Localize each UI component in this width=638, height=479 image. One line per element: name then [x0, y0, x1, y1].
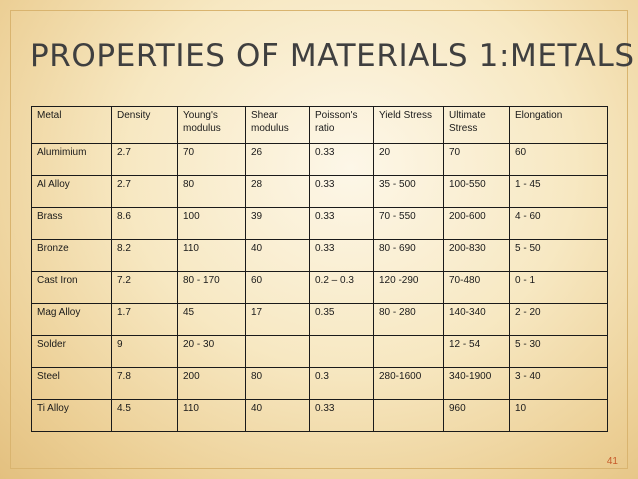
table-cell: 20 - 30 [177, 335, 246, 368]
table-cell: 80 [177, 175, 246, 208]
table-cell: 8.6 [111, 207, 178, 240]
metal-name-cell: Mag Alloy [31, 303, 112, 336]
table-cell [309, 335, 374, 368]
table-cell: 0.33 [309, 207, 374, 240]
table-cell: 140-340 [443, 303, 510, 336]
column-header: Elongation [509, 106, 608, 144]
table-cell: 80 - 170 [177, 271, 246, 304]
table-cell: 7.8 [111, 367, 178, 400]
properties-table-container: Metal Density Young's modulus Shear modulus… [31, 106, 608, 432]
table-cell: 1 - 45 [509, 175, 608, 208]
table-cell: 200-830 [443, 239, 510, 272]
table-cell: 70 - 550 [373, 207, 444, 240]
table-cell: 0 - 1 [509, 271, 608, 304]
metal-name-cell: Al Alloy [31, 175, 112, 208]
column-header: Density [111, 106, 178, 144]
table-cell: 40 [245, 239, 310, 272]
table-header-row: Metal Density Young's modulus Shear modulus… [31, 106, 608, 144]
table-cell: 110 [177, 239, 246, 272]
table-row: Solder 9 20 - 30 12 - 54 5 - 30 [31, 335, 608, 368]
table-cell: 1.7 [111, 303, 178, 336]
metal-name-cell: Ti Alloy [31, 399, 112, 432]
table-cell: 100 [177, 207, 246, 240]
table-cell: 0.33 [309, 143, 374, 176]
table-cell: 35 - 500 [373, 175, 444, 208]
table-cell: 280-1600 [373, 367, 444, 400]
table-cell: 80 [245, 367, 310, 400]
table-cell: 0.3 [309, 367, 374, 400]
table-cell: 110 [177, 399, 246, 432]
metal-name-cell: Brass [31, 207, 112, 240]
table-cell: 0.2 – 0.3 [309, 271, 374, 304]
table-cell: 39 [245, 207, 310, 240]
table-row: Bronze 8.2 110 40 0.33 80 - 690 200-830 5 - 50 [31, 239, 608, 272]
column-header: Yield Stress [373, 106, 444, 144]
table-cell: 45 [177, 303, 246, 336]
table-cell: 120 -290 [373, 271, 444, 304]
table-cell: 4.5 [111, 399, 178, 432]
table-cell: 7.2 [111, 271, 178, 304]
table-row: Mag Alloy 1.7 45 17 0.35 80 - 280 140-340 2 - 2… [31, 303, 608, 336]
table-body: Metal Density Young's modulus Shear modulus… [31, 106, 608, 432]
table-cell: 0.33 [309, 399, 374, 432]
table-cell: 70 [177, 143, 246, 176]
slide-border [10, 10, 628, 469]
table-row: Cast Iron 7.2 80 - 170 60 0.2 – 0.3 120 -290 7… [31, 271, 608, 304]
table-cell: 28 [245, 175, 310, 208]
table-cell: 70-480 [443, 271, 510, 304]
metal-name-cell: Alumimium [31, 143, 112, 176]
table-cell: 60 [245, 271, 310, 304]
metal-name-cell: Bronze [31, 239, 112, 272]
table-cell: 20 [373, 143, 444, 176]
table-cell: 0.33 [309, 239, 374, 272]
table-row: Steel 7.8 200 80 0.3 280-1600 340-1900 3 - 40 [31, 367, 608, 400]
column-header: Young's modulus [177, 106, 246, 144]
metal-name-cell: Solder [31, 335, 112, 368]
table-cell: 8.2 [111, 239, 178, 272]
table-cell: 340-1900 [443, 367, 510, 400]
table-cell: 200-600 [443, 207, 510, 240]
table-cell: 2.7 [111, 175, 178, 208]
slide-title: PROPERTIES OF MATERIALS 1:METALS [30, 38, 635, 74]
table-cell: 5 - 30 [509, 335, 608, 368]
table-cell: 0.35 [309, 303, 374, 336]
table-cell [373, 335, 444, 368]
metal-name-cell: Steel [31, 367, 112, 400]
column-header: Shear modulus [245, 106, 310, 144]
table-row: Alumimium 2.7 70 26 0.33 20 70 60 [31, 143, 608, 176]
column-header: Ultimate Stress [443, 106, 510, 144]
column-header: Metal [31, 106, 112, 144]
table-cell: 2 - 20 [509, 303, 608, 336]
column-header: Poisson's ratio [309, 106, 374, 144]
page-number: 41 [606, 456, 618, 467]
table-cell: 12 - 54 [443, 335, 510, 368]
table-cell: 26 [245, 143, 310, 176]
table-cell: 4 - 60 [509, 207, 608, 240]
table-cell: 40 [245, 399, 310, 432]
table-cell [373, 399, 444, 432]
table-cell: 60 [509, 143, 608, 176]
table-cell: 17 [245, 303, 310, 336]
table-cell: 200 [177, 367, 246, 400]
table-row: Brass 8.6 100 39 0.33 70 - 550 200-600 4 - 60 [31, 207, 608, 240]
table-row: Al Alloy 2.7 80 28 0.33 35 - 500 100-550 1 - 45 [31, 175, 608, 208]
metal-name-cell: Cast Iron [31, 271, 112, 304]
table-cell: 2.7 [111, 143, 178, 176]
table-cell: 5 - 50 [509, 239, 608, 272]
table-cell: 70 [443, 143, 510, 176]
table-cell: 9 [111, 335, 178, 368]
table-row: Ti Alloy 4.5 110 40 0.33 960 10 [31, 399, 608, 432]
table-cell: 100-550 [443, 175, 510, 208]
table-cell: 0.33 [309, 175, 374, 208]
table-cell: 3 - 40 [509, 367, 608, 400]
table-cell: 80 - 690 [373, 239, 444, 272]
table-cell: 80 - 280 [373, 303, 444, 336]
table-cell [245, 335, 310, 368]
table-cell: 960 [443, 399, 510, 432]
metals-properties-table: Metal Density Young's modulus Shear modulus… [31, 106, 608, 432]
table-cell: 10 [509, 399, 608, 432]
